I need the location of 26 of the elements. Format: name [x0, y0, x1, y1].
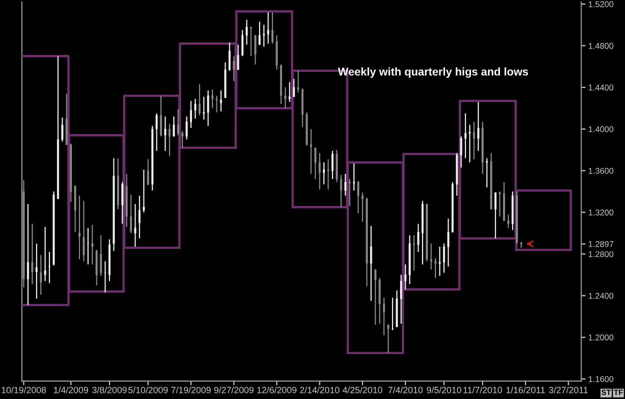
y-tick-label: 1.2400: [588, 292, 614, 299]
x-tick-label: 10/19/2008: [2, 386, 46, 394]
y-tick-label: 1.3600: [588, 168, 614, 174]
y-tick-label: 1.2800: [588, 251, 614, 258]
x-tick-label: 12/6/2009: [257, 386, 296, 394]
x-tick-label: 5/10/2009: [128, 386, 168, 394]
x-tick-label: 3/8/2009: [92, 386, 127, 394]
x-tick-label: 9/5/2010: [426, 386, 462, 394]
x-tick-label: 2/14/2010: [300, 386, 340, 394]
y-tick-label: 1.2000: [588, 334, 614, 340]
x-tick-label: 3/27/2011: [548, 386, 588, 394]
text: Weekly with quarterly higs and lows: [338, 67, 528, 78]
y-tick-label: 1.3200: [588, 210, 614, 216]
y-tick-label: 1.4800: [588, 42, 614, 49]
x-tick-label: 11/7/2010: [464, 386, 502, 394]
y-tick-label: 1.1600: [588, 376, 614, 382]
x-tick-label: 7/19/2009: [171, 386, 211, 394]
y-tick-label: 1.5200: [588, 1, 614, 8]
x-tick-label: 7/4/2010: [388, 386, 423, 394]
y-tick-label: 1.4400: [588, 84, 614, 90]
x-tick-label: 1/4/2009: [54, 386, 88, 394]
y-tick-label: 1.2897: [588, 241, 614, 247]
x-tick-label: 4/25/2010: [342, 386, 382, 394]
y-tick-label: 1.4000: [588, 126, 614, 132]
x-tick-label: 1/16/2011: [506, 386, 545, 394]
x-tick-label: 9/27/2009: [214, 386, 254, 394]
